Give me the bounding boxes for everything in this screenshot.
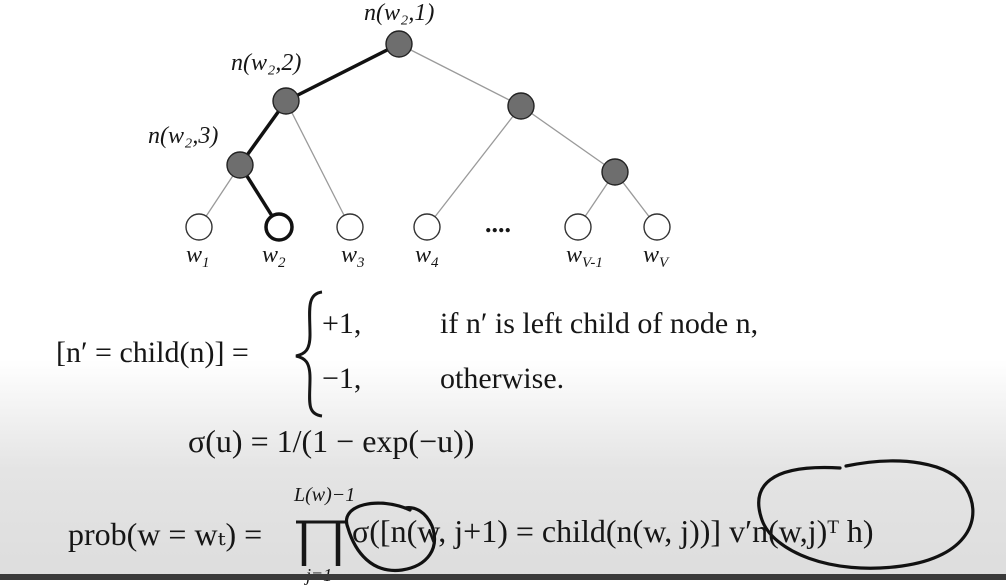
label-leaf-w2: w2 — [262, 242, 286, 271]
edge-root-l1 — [285, 42, 400, 103]
edge-r1-r2 — [520, 105, 616, 173]
case-positive-value: +1, — [322, 307, 362, 340]
label-leaf-wv1: wV-1 — [566, 242, 603, 271]
label-node-root: n(w₂,1) — [364, 0, 434, 26]
node-root — [385, 30, 413, 58]
prob-lhs: prob(w = wₜ) = — [68, 516, 263, 552]
label-leaf-w3: w3 — [341, 242, 365, 271]
child-indicator-lhs: [n′ = child(n)] = — [56, 336, 249, 369]
node-l2 — [226, 151, 254, 179]
leaf-w3 — [336, 213, 364, 241]
edge-r1-w4 — [426, 105, 522, 228]
internal-nodes — [226, 30, 629, 186]
sigma-definition: σ(u) = 1/(1 − exp(−u)) — [188, 423, 475, 459]
product-symbol — [296, 520, 346, 566]
bottom-bar — [0, 574, 1006, 580]
label-leaf-w4: w4 — [415, 242, 439, 271]
label-leaf-w1: w1 — [186, 242, 210, 271]
label-node-l2: n(w₂,3) — [148, 123, 218, 149]
case-negative-condition: otherwise. — [440, 362, 565, 395]
leaf-ellipsis: .... — [485, 209, 511, 238]
leaf-w1 — [185, 213, 213, 241]
leaf-wv — [643, 213, 671, 241]
node-r1 — [507, 92, 535, 120]
edge-root-r1 — [398, 43, 522, 107]
leaf-wv1 — [564, 213, 592, 241]
leaf-nodes — [185, 212, 671, 242]
product-upper-limit: L(w)−1 — [294, 484, 356, 506]
annotation-circle-vector — [757, 459, 975, 570]
cases-brace — [295, 290, 323, 418]
node-l1 — [272, 87, 300, 115]
prob-rhs: σ([n(w, j+1) = child(n(w, j))] v′n(w,j)ᵀ… — [352, 513, 874, 549]
node-r2 — [601, 158, 629, 186]
edge-l1-w3 — [285, 100, 351, 228]
hand-annotations — [344, 459, 975, 573]
case-positive-condition: if n′ is left child of node n, — [440, 307, 759, 340]
case-negative-value: −1, — [322, 362, 362, 395]
leaf-w2 — [264, 212, 294, 242]
annotation-circle-sigma — [344, 501, 437, 573]
leaf-w4 — [413, 213, 441, 241]
label-node-l1: n(w₂,2) — [231, 50, 301, 76]
label-leaf-wv: wV — [643, 242, 670, 271]
